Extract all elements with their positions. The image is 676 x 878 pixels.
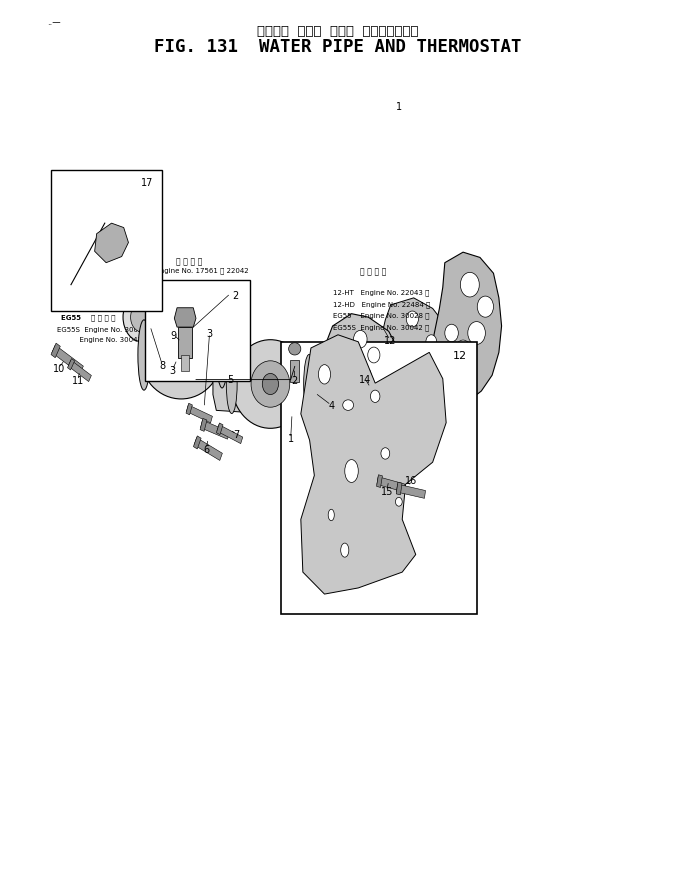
Circle shape (455, 341, 471, 362)
Text: 16: 16 (405, 475, 417, 486)
Text: 3: 3 (206, 328, 213, 339)
Text: 7: 7 (233, 429, 240, 440)
Circle shape (130, 303, 153, 333)
Circle shape (359, 368, 371, 384)
Polygon shape (200, 419, 207, 432)
Polygon shape (301, 335, 446, 594)
Polygon shape (68, 359, 74, 371)
Polygon shape (193, 436, 201, 450)
Polygon shape (51, 344, 60, 358)
Text: EG55    Engine No. 30028 ～: EG55 Engine No. 30028 ～ (333, 312, 429, 319)
Polygon shape (68, 361, 91, 382)
Text: ウォータ  パイプ  および  サーモスタット: ウォータ パイプ および サーモスタット (258, 25, 418, 38)
Polygon shape (397, 485, 425, 499)
Polygon shape (323, 314, 399, 414)
Text: 5: 5 (226, 374, 233, 385)
Bar (51, 171, 162, 312)
Text: 15: 15 (381, 486, 393, 497)
Text: 3: 3 (169, 365, 176, 376)
Ellipse shape (329, 509, 334, 521)
Bar (290, 361, 299, 383)
Bar (178, 327, 192, 358)
Text: 12-HT   Engine No. 22043 ～: 12-HT Engine No. 22043 ～ (333, 289, 429, 296)
Text: Engine No. 30042 ～: Engine No. 30042 ～ (57, 336, 149, 343)
Bar (181, 356, 189, 371)
Text: 12-HT  Engine No. 17561 ～ 22042: 12-HT Engine No. 17561 ～ 22042 (130, 267, 249, 274)
Ellipse shape (345, 460, 358, 483)
Text: 適 用 車 種: 適 用 車 種 (360, 267, 386, 276)
Polygon shape (201, 421, 229, 440)
Ellipse shape (370, 391, 380, 403)
Circle shape (445, 325, 458, 342)
Polygon shape (431, 253, 502, 404)
Ellipse shape (343, 400, 354, 411)
Text: EG55S  Engine No. 30042 ～: EG55S Engine No. 30042 ～ (333, 323, 429, 330)
Text: 10: 10 (53, 363, 65, 374)
Text: 12: 12 (384, 335, 396, 346)
Text: 2: 2 (232, 291, 239, 301)
Ellipse shape (159, 332, 203, 380)
Polygon shape (186, 404, 193, 415)
Ellipse shape (318, 365, 331, 385)
Ellipse shape (251, 362, 290, 407)
Text: 17: 17 (141, 177, 153, 188)
Circle shape (460, 273, 479, 298)
Text: FIG. 131  WATER PIPE AND THERMOSTAT: FIG. 131 WATER PIPE AND THERMOSTAT (154, 39, 522, 56)
Polygon shape (396, 483, 402, 495)
Text: EG55    適 用 車 種: EG55 適 用 車 種 (61, 314, 116, 321)
Bar (281, 342, 477, 615)
Text: ..—: ..— (47, 18, 61, 26)
Ellipse shape (216, 323, 227, 388)
Circle shape (123, 293, 161, 342)
Text: 1: 1 (395, 102, 402, 112)
Circle shape (426, 335, 437, 349)
Polygon shape (217, 425, 243, 444)
Circle shape (477, 297, 493, 318)
Circle shape (468, 322, 485, 345)
Polygon shape (377, 475, 383, 488)
Polygon shape (52, 346, 83, 374)
Text: 12-HD   Engine No. 22484 ～: 12-HD Engine No. 22484 ～ (333, 300, 430, 307)
Ellipse shape (141, 312, 222, 399)
Ellipse shape (304, 355, 314, 414)
Text: 14: 14 (359, 374, 371, 385)
Circle shape (406, 312, 418, 327)
Text: 4: 4 (328, 400, 335, 411)
Circle shape (410, 371, 422, 387)
Text: 2: 2 (291, 375, 297, 385)
Circle shape (387, 367, 397, 379)
Text: 11: 11 (72, 376, 84, 386)
Polygon shape (134, 311, 181, 369)
Polygon shape (194, 438, 222, 461)
Text: 適 用 車 種: 適 用 車 種 (176, 257, 203, 266)
Text: 12: 12 (453, 350, 466, 361)
Ellipse shape (381, 448, 390, 460)
Circle shape (262, 374, 279, 395)
Ellipse shape (341, 543, 349, 558)
Polygon shape (370, 467, 436, 540)
Polygon shape (174, 308, 196, 327)
Text: 1: 1 (287, 434, 294, 444)
Ellipse shape (226, 355, 237, 414)
Ellipse shape (138, 320, 150, 391)
Ellipse shape (395, 498, 402, 507)
Text: 8: 8 (159, 360, 166, 371)
Circle shape (368, 348, 380, 363)
Polygon shape (216, 423, 223, 435)
Polygon shape (377, 477, 404, 493)
Text: EG55S  Engine No. 30028 ～: EG55S Engine No. 30028 ～ (57, 326, 154, 333)
Ellipse shape (289, 343, 301, 356)
Polygon shape (95, 224, 128, 263)
Ellipse shape (232, 341, 309, 428)
Polygon shape (213, 339, 247, 413)
Polygon shape (377, 299, 452, 414)
Circle shape (345, 384, 356, 398)
Circle shape (354, 331, 367, 349)
Circle shape (395, 391, 405, 403)
Polygon shape (187, 406, 212, 423)
Bar (145, 281, 250, 382)
Text: 6: 6 (203, 444, 210, 455)
Text: 9: 9 (170, 330, 177, 341)
